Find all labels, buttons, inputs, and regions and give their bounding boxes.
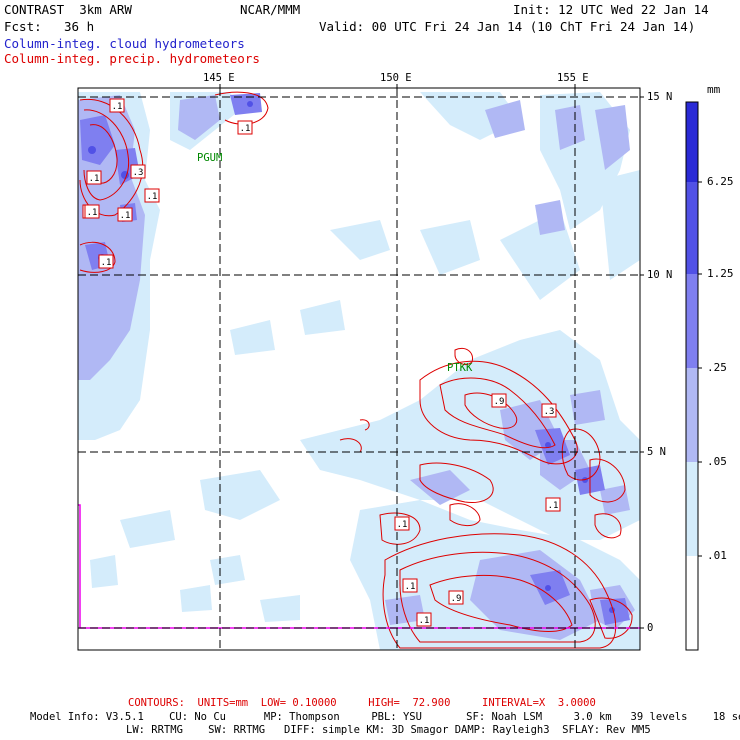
contour-label: .3 bbox=[130, 164, 146, 179]
contour-label: .1 bbox=[98, 254, 114, 269]
colorbar-segment bbox=[686, 462, 698, 556]
svg-text:.1: .1 bbox=[548, 501, 559, 511]
svg-text:.1: .1 bbox=[112, 102, 123, 112]
contour-label: .9 bbox=[491, 393, 507, 408]
contour-label: .1 bbox=[394, 516, 410, 531]
init-time: Init: 12 UTC Wed 22 Jan 14 bbox=[513, 2, 709, 17]
svg-text:.1: .1 bbox=[120, 211, 131, 221]
svg-text:.1: .1 bbox=[147, 192, 158, 202]
contour-label: .1 bbox=[545, 497, 561, 512]
colorbar-label: 1.25 bbox=[707, 267, 734, 280]
contour-label: .1 bbox=[144, 188, 160, 203]
cloud-hydrometeor-fields: .1.1.1.3.3.1.1.1.1.9.3.1.1.1.9.1 bbox=[78, 88, 640, 650]
svg-text:.1: .1 bbox=[89, 174, 100, 184]
colorbar-label: .05 bbox=[707, 455, 727, 468]
lon-label: 150 E bbox=[380, 72, 412, 84]
colorbar-segment bbox=[686, 182, 698, 274]
colorbar-segment bbox=[686, 368, 698, 462]
svg-text:.1: .1 bbox=[101, 258, 112, 268]
lat-label: 0 bbox=[647, 622, 654, 634]
svg-text:.1: .1 bbox=[405, 582, 416, 592]
svg-text:.1: .1 bbox=[240, 124, 251, 134]
lat-ticks bbox=[640, 96, 644, 629]
station-label-pgum: PGUM bbox=[197, 152, 223, 164]
svg-text:.1: .1 bbox=[87, 208, 98, 218]
lat-lon-grid bbox=[78, 88, 640, 650]
fcst-label: Fcst: bbox=[4, 19, 42, 34]
station-label-ptkk: PTKK bbox=[447, 362, 473, 374]
svg-text:.1: .1 bbox=[419, 616, 430, 626]
lat-label: 5 N bbox=[647, 446, 666, 458]
colorbar-label: 6.25 bbox=[707, 175, 734, 188]
contour-label: .3 bbox=[541, 403, 557, 418]
svg-text:.3: .3 bbox=[133, 168, 144, 178]
contour-label: .1 bbox=[84, 204, 100, 219]
colorbar-segment bbox=[686, 102, 698, 182]
plot-frame bbox=[77, 87, 641, 651]
field-cloud-title: Column-integ. cloud hydrometeors bbox=[4, 36, 245, 51]
contour-label: .1 bbox=[109, 98, 125, 113]
lon-label: 155 E bbox=[557, 72, 589, 84]
contour-label: .1 bbox=[86, 170, 102, 185]
colorbar-segment bbox=[686, 274, 698, 368]
contour-label: .9 bbox=[448, 590, 464, 605]
contour-label: .1 bbox=[416, 612, 432, 627]
colorbar-label: .01 bbox=[707, 549, 727, 562]
valid-time: Valid: 00 UTC Fri 24 Jan 14 (10 ChT Fri … bbox=[319, 19, 696, 34]
model-info-line2: LW: RRTMG SW: RRTMG DIFF: simple KM: 3D … bbox=[126, 724, 651, 736]
svg-text:.1: .1 bbox=[397, 520, 408, 530]
colorbar-label: .25 bbox=[707, 361, 727, 374]
colorbar-unit: mm bbox=[707, 83, 721, 96]
colorbar-segment bbox=[686, 556, 698, 650]
colorbar bbox=[685, 101, 702, 651]
center-name: NCAR/MMM bbox=[240, 2, 301, 17]
fcst-value: 36 h bbox=[64, 19, 95, 34]
model-info-line1: Model Info: V3.5.1 CU: No Cu MP: Thompso… bbox=[30, 711, 740, 723]
field-precip-title: Column-integ. precip. hydrometeors bbox=[4, 51, 260, 66]
lon-label: 145 E bbox=[203, 72, 235, 84]
contours-info: CONTOURS: UNITS=mm LOW= 0.10000 HIGH= 72… bbox=[128, 697, 596, 709]
svg-text:.9: .9 bbox=[494, 397, 505, 407]
contour-label: .1 bbox=[117, 207, 133, 222]
svg-text:.3: .3 bbox=[544, 407, 555, 417]
contour-label-group: .1.1.1.3.3.1.1.1.1.9.3.1.1.1.9.1 bbox=[82, 98, 561, 627]
contour-label: .1 bbox=[237, 120, 253, 135]
svg-text:.9: .9 bbox=[451, 594, 462, 604]
model-title: CONTRAST 3km ARW bbox=[4, 2, 132, 17]
lon-ticks bbox=[219, 84, 576, 88]
lat-label: 15 N bbox=[647, 91, 673, 103]
lat-label: 10 N bbox=[647, 269, 673, 281]
contour-label: .1 bbox=[402, 578, 418, 593]
